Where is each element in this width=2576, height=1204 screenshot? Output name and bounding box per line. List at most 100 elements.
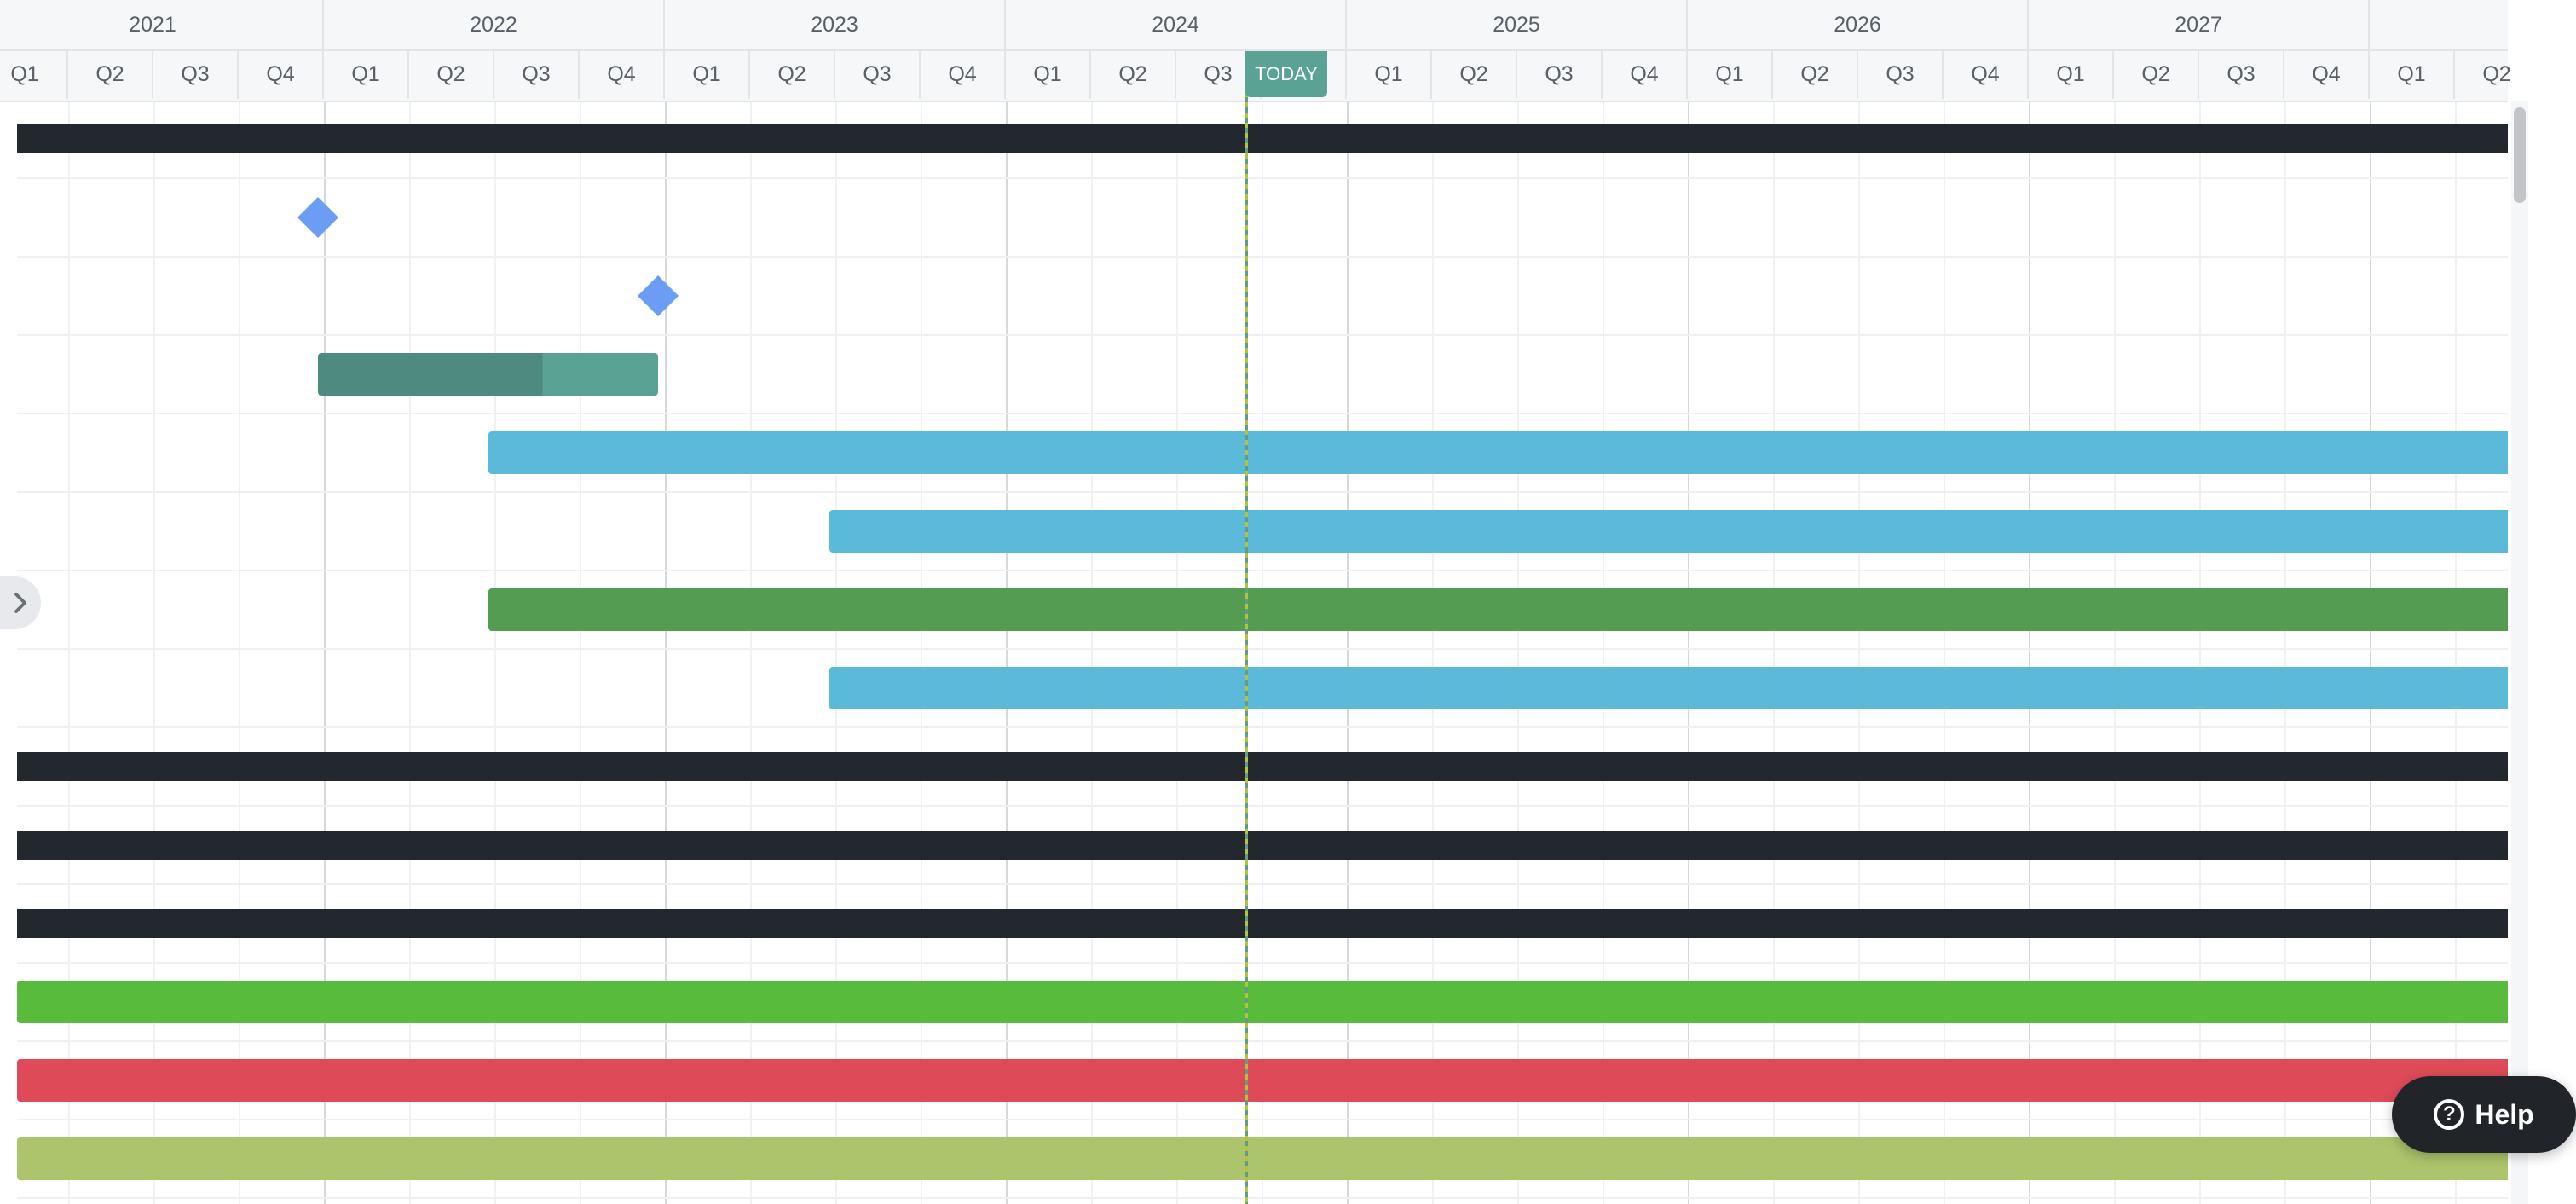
quarter-row: Q1Q2Q3Q4Q1Q2Q3Q4Q1Q2Q3Q4Q1Q2Q3Q4Q1Q2Q3Q4… — [0, 49, 2540, 99]
grid-row-line — [17, 256, 2508, 258]
quarter-label: Q3 — [835, 49, 921, 99]
task-bar[interactable] — [17, 124, 2508, 153]
quarter-label: Q4 — [580, 49, 665, 99]
grid-row-line — [17, 413, 2508, 414]
grid-column-line — [409, 101, 411, 1204]
grid-column-line — [1006, 101, 1008, 1204]
grid-column-line — [2284, 101, 2286, 1204]
year-label: 2026 — [1688, 0, 2029, 49]
quarter-label: Q2 — [1091, 49, 1176, 99]
quarter-label: Q1 — [2029, 49, 2114, 99]
year-label: 2023 — [665, 0, 1006, 49]
task-bar[interactable] — [17, 1059, 2508, 1102]
grid-column-line — [2199, 101, 2201, 1204]
grid-row-line — [17, 491, 2508, 493]
quarter-label: Q3 — [153, 49, 239, 99]
grid-row-line — [17, 962, 2508, 964]
grid-column-line — [580, 101, 581, 1204]
scrollbar-thumb[interactable] — [2514, 107, 2526, 203]
grid-row-line — [17, 334, 2508, 336]
grid-column-line — [494, 101, 496, 1204]
chevron-right-icon — [14, 593, 26, 613]
quarter-label: Q3 — [2199, 49, 2284, 99]
task-bar[interactable] — [488, 588, 2508, 631]
grid-row-line — [17, 1119, 2508, 1120]
right-margin — [2528, 0, 2576, 1204]
quarter-label: Q3 — [1858, 49, 1944, 99]
grid-column-line — [1347, 101, 1349, 1204]
vertical-scrollbar[interactable] — [2511, 101, 2528, 1204]
grid-column-line — [68, 101, 70, 1204]
grid-column-line — [1432, 101, 1434, 1204]
grid-column-line — [2455, 101, 2457, 1204]
grid-column-line — [1517, 101, 1519, 1204]
task-bar[interactable] — [829, 667, 2508, 709]
quarter-label: Q2 — [1773, 49, 1858, 99]
milestone-marker[interactable] — [637, 275, 679, 317]
quarter-label: Q1 — [1006, 49, 1091, 99]
quarter-label: Q1 — [324, 49, 409, 99]
quarter-label: Q4 — [2284, 49, 2370, 99]
quarter-label: Q3 — [1517, 49, 1603, 99]
grid-column-line — [665, 101, 667, 1204]
milestone-marker[interactable] — [297, 196, 339, 239]
quarter-label: Q2 — [1432, 49, 1517, 99]
task-bar[interactable] — [17, 752, 2508, 781]
grid-row-line — [17, 805, 2508, 807]
task-bar[interactable] — [17, 1137, 2508, 1180]
task-bar[interactable] — [17, 831, 2508, 860]
quarter-label: Q4 — [239, 49, 324, 99]
grid-column-line — [1773, 101, 1775, 1204]
year-row: 2021 2022 2023 2024 2025 2026 2027 — [0, 0, 2508, 51]
today-marker-line — [1245, 51, 1248, 1204]
quarter-label: Q1 — [0, 49, 68, 99]
grid-column-line — [324, 101, 326, 1204]
task-bar[interactable] — [17, 909, 2508, 938]
quarter-label: Q2 — [68, 49, 153, 99]
quarter-label: Q2 — [750, 49, 835, 99]
quarter-label: Q4 — [1603, 49, 1688, 99]
quarter-label: Q3 — [494, 49, 580, 99]
help-icon: ? — [2434, 1099, 2465, 1130]
grid-column-line — [239, 101, 240, 1204]
grid-row-line — [17, 1040, 2508, 1042]
quarter-label: Q2 — [409, 49, 494, 99]
quarter-label: Q1 — [1347, 49, 1432, 99]
task-bar[interactable] — [488, 431, 2508, 474]
timeline-grid[interactable] — [17, 101, 2508, 1204]
collapse-panel-button[interactable] — [0, 576, 41, 629]
year-label: 2027 — [2029, 0, 2370, 49]
year-label: 2021 — [0, 0, 324, 49]
grid-column-line — [1091, 101, 1093, 1204]
grid-row-line — [17, 570, 2508, 571]
help-button[interactable]: ? Help — [2392, 1076, 2576, 1153]
grid-column-line — [750, 101, 752, 1204]
grid-row-line — [17, 883, 2508, 885]
grid-column-line — [2029, 101, 2030, 1204]
quarter-label: Q2 — [2455, 49, 2540, 99]
year-label: 2025 — [1347, 0, 1688, 49]
grid-row-line — [17, 177, 2508, 179]
grid-row-line — [17, 1197, 2508, 1199]
task-bar[interactable] — [17, 981, 2508, 1023]
grid-column-line — [2114, 101, 2116, 1204]
grid-row-line — [17, 648, 2508, 650]
quarter-label: Q4 — [1944, 49, 2029, 99]
grid-column-line — [1603, 101, 1604, 1204]
help-label: Help — [2475, 1098, 2534, 1130]
task-bar[interactable] — [829, 510, 2508, 553]
grid-column-line — [1176, 101, 1178, 1204]
grid-column-line — [1858, 101, 1860, 1204]
today-badge: TODAY — [1245, 51, 1327, 97]
task-bar-with-progress[interactable] — [318, 353, 658, 396]
quarter-label: Q4 — [921, 49, 1006, 99]
year-label: 2022 — [324, 0, 665, 49]
grid-column-line — [153, 101, 155, 1204]
grid-column-line — [835, 101, 837, 1204]
grid-column-line — [2370, 101, 2371, 1204]
quarter-label: Q2 — [2114, 49, 2199, 99]
grid-column-line — [1944, 101, 1945, 1204]
year-label: 2024 — [1006, 0, 1347, 49]
quarter-label: Q1 — [665, 49, 750, 99]
